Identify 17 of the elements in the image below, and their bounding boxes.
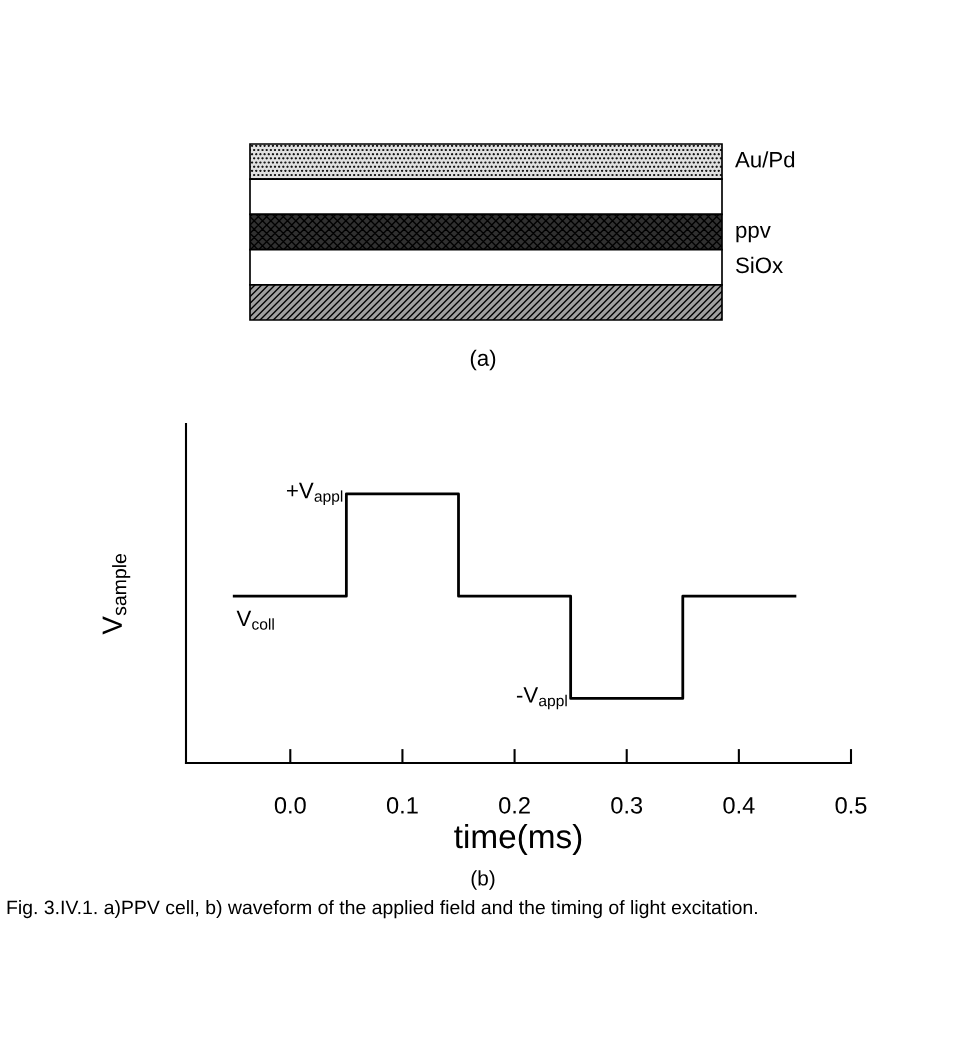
text: Au/Pd <box>735 151 795 168</box>
x-tick-label: 0.0 <box>274 796 306 814</box>
x-tick-label: 0.1 <box>386 796 418 814</box>
text: (b) <box>471 870 495 890</box>
annotation: V$_{coll}$ <box>236 610 274 630</box>
caption: Fig. 3.IV.1. a)PPV cell, b) waveform of the applied field and the timing of light excitation. <box>7 900 757 919</box>
x-tick-label: 0.3 <box>611 796 643 814</box>
text: (a) <box>470 349 496 371</box>
x-tick-label: 0.2 <box>499 796 530 814</box>
x-tick-label: 0.4 <box>723 796 755 814</box>
x-axis-title: time(ms) <box>454 823 582 855</box>
x-tick-label: 0.5 <box>835 796 867 814</box>
annotation: +V$_{appl}$ <box>286 482 343 505</box>
text: ppv <box>736 225 771 243</box>
y-axis-title: V$_{sample}$ <box>102 554 131 635</box>
text: SiOx <box>736 256 783 274</box>
annotation: -V$_{appl}$ <box>516 687 567 710</box>
